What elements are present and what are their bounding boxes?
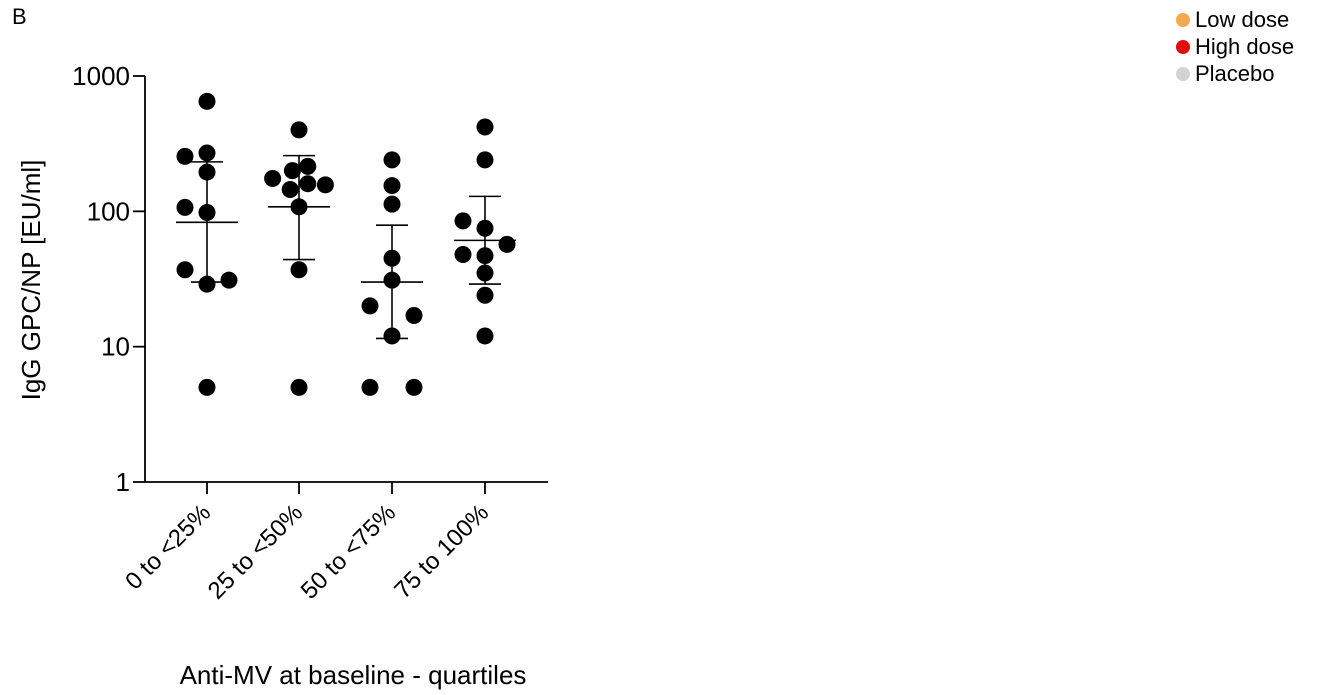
legend-marker-icon [1176,12,1190,27]
data-point [405,378,423,396]
data-point [290,121,308,139]
data-point [454,245,472,263]
data-point [476,327,494,345]
y-tick-label: 1000 [72,61,130,91]
data-point [383,195,401,213]
data-point [299,175,317,193]
data-point [198,144,216,162]
data-point [476,219,494,237]
legend-label: Low dose [1195,6,1290,32]
data-point [405,306,423,324]
legend-item: Low dose [1176,6,1294,33]
y-axis-label: IgG GPC/NP [EU/ml] [16,160,46,401]
legend-item: High dose [1176,33,1294,60]
data-point [264,169,282,187]
data-point [476,151,494,169]
x-tick-label: 25 to <50% [203,499,308,604]
data-point [476,247,494,265]
data-point [383,177,401,195]
legend-item: Placebo [1176,60,1294,87]
data-point [176,261,194,279]
x-tick-label: 0 to <25% [120,499,216,595]
data-point [220,271,238,289]
legend-marker-icon [1176,66,1190,81]
data-point [198,163,216,181]
legend-marker-icon [1176,39,1190,54]
x-axis-ticks: 0 to <25%25 to <50%50 to <75%75 to 100% [120,482,494,605]
x-tick-label: 50 to <75% [296,499,401,604]
data-point [383,327,401,345]
y-tick-label: 10 [101,332,130,362]
legend-label: High dose [1195,33,1295,59]
x-axis-label: Anti-MV at baseline - quartiles [180,660,527,690]
data-point [198,275,216,293]
data-point [454,212,472,230]
data-point [290,198,308,216]
data-point [498,235,516,253]
data-point [316,176,334,194]
y-tick-label: 1 [116,467,130,497]
data-point [290,261,308,279]
y-axis-ticks: 1 10 100 1000 [72,61,145,497]
data-point [476,264,494,282]
data-point [383,151,401,169]
data-point [290,378,308,396]
legend-label: Placebo [1195,60,1275,86]
panel-label: B [12,4,27,29]
legend: Low dose High dose Placebo [1176,6,1294,87]
axes [144,76,548,483]
data-point [198,378,216,396]
data-point [476,118,494,136]
data-points [176,92,516,396]
data-point [198,204,216,222]
x-tick-label: 75 to 100% [389,499,494,604]
data-point [361,378,379,396]
data-point [383,271,401,289]
y-tick-label: 100 [87,196,130,226]
data-point [361,297,379,315]
data-point [176,147,194,165]
data-point [198,92,216,110]
data-point [176,198,194,216]
data-point [476,286,494,304]
data-point [383,249,401,267]
data-point [281,180,299,198]
data-point [283,162,301,180]
data-point [299,157,317,175]
